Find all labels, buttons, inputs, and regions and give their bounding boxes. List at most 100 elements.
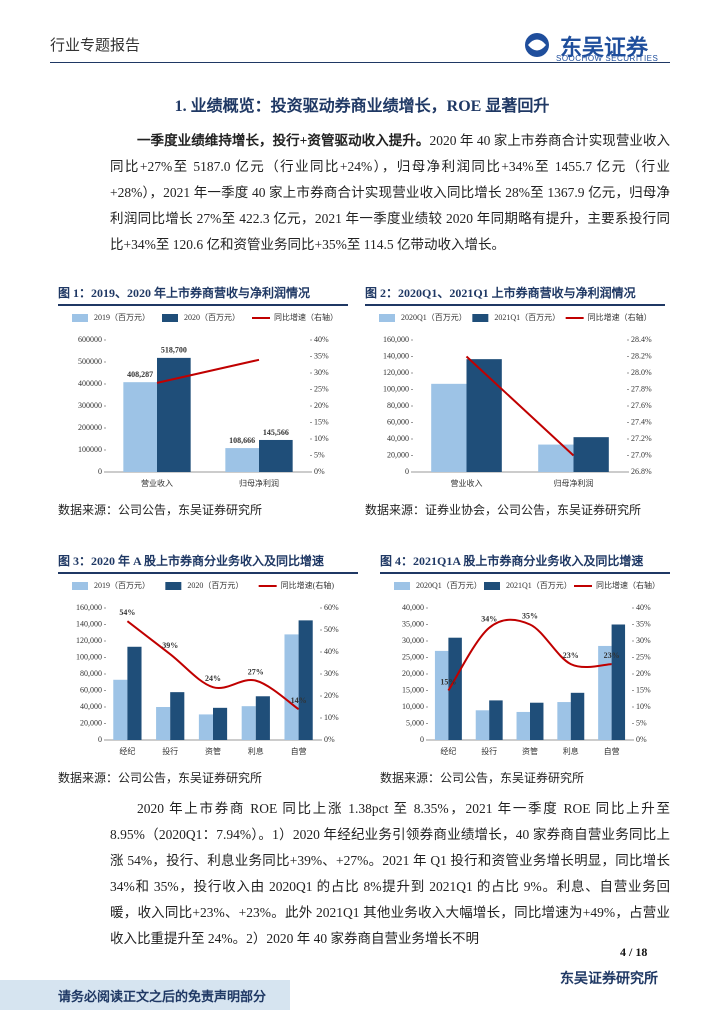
legend-label: 同比增速（右轴） xyxy=(274,312,338,322)
y2-tick-label: 15% xyxy=(314,417,329,426)
y2-tick-label: 28.2% xyxy=(631,351,652,360)
y2-tick-label: 10% xyxy=(324,713,339,722)
figure: 图 2：2020Q1、2021Q1 上市券商营收与净利润情况 2020Q1（百万… xyxy=(365,284,665,518)
data-label: 108,666 xyxy=(229,436,255,445)
y-tick-label: 120,000 xyxy=(76,636,102,645)
legend-label: 2020Q1（百万元） xyxy=(401,313,467,322)
y2-tick-label: 30% xyxy=(314,368,329,377)
x-tick-label: 归母净利润 xyxy=(239,478,279,488)
institute: 东吴证券研究所 xyxy=(560,972,658,987)
y2-tick-label: 20% xyxy=(324,691,339,700)
bar xyxy=(538,444,574,472)
data-label: 35% xyxy=(522,611,538,620)
y2-tick-label: 5% xyxy=(636,718,647,727)
logo xyxy=(525,33,549,57)
y-tick-label: 40,000 xyxy=(387,434,409,443)
bar xyxy=(475,710,490,740)
y2-tick-label: 25% xyxy=(636,652,651,661)
legend-label: 同比增速(右轴) xyxy=(281,580,335,590)
y-tick-label: 20,000 xyxy=(387,450,409,459)
chart: 2019（百万元） 2020（百万元） 同比增速（右轴） 0 100000 200000 3… xyxy=(72,312,338,488)
y2-tick-label: 60% xyxy=(324,603,339,612)
y-tick-label: 60,000 xyxy=(387,417,409,426)
line xyxy=(465,355,575,457)
y2-tick-label: 20% xyxy=(636,669,651,678)
y-tick-label: 15,000 xyxy=(402,685,424,694)
figure-title: 图 1：2019、2020 年上市券商营收与净利润情况 xyxy=(58,284,348,306)
y2-tick-label: 40% xyxy=(636,603,651,612)
logo-mark xyxy=(528,39,546,51)
figure: 图 4：2021Q1A 股上市券商分业务收入及同比增速 2020Q1（百万元） 2… xyxy=(380,552,670,786)
figure-source: 数据来源：公司公告，东吴证券研究所 xyxy=(58,771,263,785)
y-tick-label: 0 xyxy=(405,467,409,476)
legend-swatch xyxy=(162,314,178,322)
figure-source: 数据来源：公司公告，东吴证券研究所 xyxy=(380,771,585,785)
x-tick-label: 投行 xyxy=(481,746,497,756)
y-tick-label: 5,000 xyxy=(406,718,424,727)
figure: 图 3：2020 年 A 股上市券商分业务收入及同比增速 2019（百万元） 20… xyxy=(58,552,358,786)
legend-label: 2020Q1（百万元） xyxy=(416,581,482,590)
bar xyxy=(434,650,449,740)
y-tick-label: 40,000 xyxy=(402,603,424,612)
line xyxy=(156,358,260,384)
y2-tick-label: 27.6% xyxy=(631,401,652,410)
bar xyxy=(611,624,626,740)
bar xyxy=(255,696,270,740)
y2-tick-label: 27.2% xyxy=(631,434,652,443)
bar xyxy=(198,714,213,740)
bar xyxy=(557,702,571,740)
x-tick-label: 利息 xyxy=(563,746,579,756)
y-tick-label: 100,000 xyxy=(383,384,409,393)
x-tick-label: 经纪 xyxy=(119,746,135,756)
y2-tick-label: 20% xyxy=(314,401,329,410)
bar xyxy=(573,437,609,472)
y-tick-label: 140,000 xyxy=(383,351,409,360)
figure: 图 1：2019、2020 年上市券商营收与净利润情况 2019（百万元） 202… xyxy=(58,284,348,518)
figure-title: 图 4：2021Q1A 股上市券商分业务收入及同比增速 xyxy=(380,552,670,574)
data-label: 15% xyxy=(440,677,456,686)
y-tick-label: 160,000 xyxy=(383,335,409,344)
y-tick-label: 80,000 xyxy=(80,669,102,678)
data-label: 518,700 xyxy=(161,346,187,355)
bar xyxy=(123,382,157,472)
bar xyxy=(530,702,544,740)
y-tick-label: 25,000 xyxy=(402,652,424,661)
legend-swatch xyxy=(72,582,88,590)
bar xyxy=(170,692,185,740)
bar xyxy=(516,711,530,740)
chart: 2020Q1（百万元） 2021Q1（百万元） 同比增速（右轴） 0 5,000 10,0… xyxy=(394,580,660,756)
legend-label: 同比增速（右轴） xyxy=(588,312,652,322)
y2-tick-label: 0% xyxy=(314,467,325,476)
paragraph: 一季度业绩维持增长，投行+资管驱动收入提升。2020 年 40 家上市券商合计实… xyxy=(110,128,670,258)
legend-label: 2019（百万元） xyxy=(94,313,150,322)
x-tick-label: 自营 xyxy=(291,746,307,756)
report-type: 行业专题报告 xyxy=(50,38,141,54)
legend-swatch xyxy=(472,314,489,322)
legend-swatch xyxy=(72,314,88,322)
y2-tick-label: 40% xyxy=(314,335,329,344)
y-tick-label: 140,000 xyxy=(76,619,102,628)
bar xyxy=(598,645,612,740)
x-tick-label: 营业收入 xyxy=(451,478,483,488)
brand-en: SOOCHOW SECURITIES xyxy=(556,54,659,63)
legend-swatch xyxy=(165,582,182,590)
y-tick-label: 500000 xyxy=(78,357,102,366)
data-label: 27% xyxy=(248,667,264,676)
line xyxy=(126,620,300,711)
y-tick-label: 300000 xyxy=(78,401,102,410)
y2-tick-label: 50% xyxy=(324,625,339,634)
bar xyxy=(284,634,299,740)
y-tick-label: 0 xyxy=(420,735,424,744)
figure-source: 数据来源：证券业协会，公司公告，东吴证券研究所 xyxy=(365,503,642,517)
line xyxy=(447,618,612,692)
y2-tick-label: 35% xyxy=(314,351,329,360)
data-label: 145,566 xyxy=(263,428,289,437)
y-tick-label: 10,000 xyxy=(402,702,424,711)
y2-tick-label: 0% xyxy=(636,735,647,744)
bar xyxy=(489,700,503,740)
x-tick-label: 经纪 xyxy=(440,746,456,756)
y2-tick-label: 26.8% xyxy=(631,467,652,476)
y-tick-label: 160,000 xyxy=(76,603,102,612)
y2-tick-label: 5% xyxy=(314,450,325,459)
